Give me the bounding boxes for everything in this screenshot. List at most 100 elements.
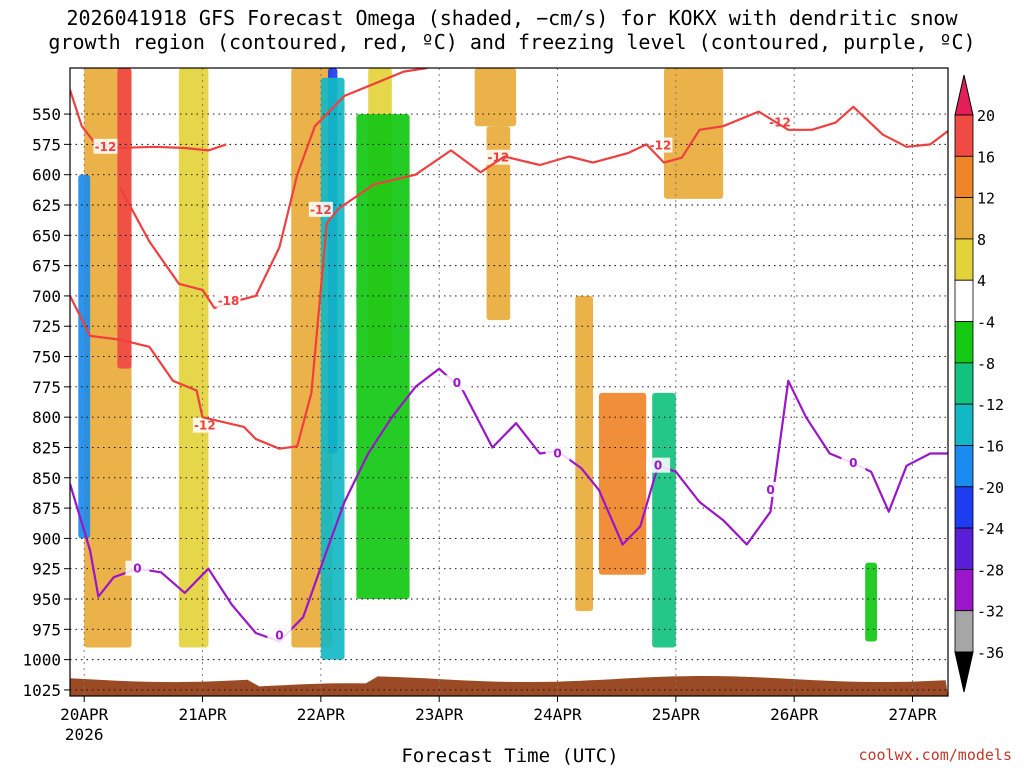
contour-label-bg-0-4: [767, 114, 792, 130]
y-tick-label-650: 650: [32, 226, 61, 245]
contour-label-3-5: 0: [766, 483, 774, 497]
omega-band-15: [865, 562, 878, 642]
contour-line-0: [70, 89, 227, 152]
y-tick-label-600: 600: [32, 166, 61, 185]
x-tick-label-24APR: 24APR: [533, 705, 582, 724]
y-tick-label-575: 575: [32, 135, 61, 154]
colorbar-segment-7: [954, 403, 974, 446]
contour-label-0-4: -12: [769, 116, 791, 130]
colorbar-segment-2: [954, 197, 974, 240]
contour-label-bg-3-4: [646, 457, 671, 473]
colorbar-label-6: -8: [977, 355, 995, 373]
x-tick-label-23APR: 23APR: [415, 705, 464, 724]
omega-shading: [78, 68, 878, 660]
contour-label-3-1: 0: [275, 628, 283, 642]
y-tick-label-925: 925: [32, 560, 61, 579]
colorbar-label-1: 16: [977, 148, 995, 166]
colorbar: 20 16 12 8 4 -4 -8 -12 -16 -20 -24 -28 -32 -36: [954, 74, 1004, 693]
colorbar-segment-1: [954, 155, 974, 199]
contour-label-bg-0-3: [648, 137, 673, 153]
y-tick-label-850: 850: [32, 469, 61, 488]
colorbar-segment-6: [954, 362, 974, 405]
contour-label-3-6: 0: [849, 456, 857, 470]
contour-label-0-3: -12: [650, 139, 672, 153]
title-line-2: growth region (contoured, red, ºC) and f…: [48, 30, 976, 54]
grid: [70, 68, 948, 696]
omega-band-13: [356, 114, 410, 600]
colorbar-segment-10: [954, 527, 974, 570]
plot-frame: [69, 67, 949, 697]
colorbar-label-0: 20: [977, 107, 995, 125]
y-tick-label-550: 550: [32, 105, 61, 124]
colorbar-segment-3: [954, 238, 974, 281]
omega-band-14: [652, 392, 676, 648]
colorbar-segment-11: [954, 568, 974, 612]
contour-label-bg-0-1: [192, 417, 217, 433]
colorbar-label-2: 12: [977, 190, 995, 208]
colorbar-segment-9: [954, 486, 974, 529]
y-tick-label-675: 675: [32, 257, 61, 276]
colorbar-label-11: -28: [977, 561, 1004, 579]
omega-band-9: [664, 68, 724, 199]
y-tick-label-750: 750: [32, 348, 61, 367]
y-tick-label-1000: 1000: [22, 651, 61, 670]
contour-label-bg-0-0: [93, 138, 118, 154]
title-line-1: 2026041918 GFS Forecast Omega (shaded, −…: [66, 6, 958, 30]
contour-label-bg-2-0: [216, 292, 241, 308]
contour-label-0-1: -12: [194, 419, 216, 433]
contour-label-0-0: -12: [95, 140, 117, 154]
colorbar-label-7: -12: [977, 396, 1004, 414]
omega-band-1: [117, 68, 132, 369]
y-tick-label-825: 825: [32, 438, 61, 457]
contour-label-3-0: 0: [133, 562, 141, 576]
contour-line-2: [118, 68, 428, 310]
y-tick-label-875: 875: [32, 499, 61, 518]
omega-band-6: [486, 126, 511, 321]
colorbar-segment-8: [954, 445, 974, 488]
x-axis: 20APR 21APR 22APR 23APR 24APR 25APR 26APR 27APR…: [60, 696, 937, 744]
colorbar-extend-top: [954, 74, 974, 116]
colorbar-label-12: -32: [977, 603, 1004, 621]
plot-area: -12 -12 -12 -12 -12 -12 -18 0 0 0 0 0 0 0: [70, 68, 948, 696]
contour-label-bg-3-3: [545, 445, 570, 461]
x-tick-label-20APR: 20APR: [60, 705, 109, 724]
contour-label-3-3: 0: [553, 447, 561, 461]
x-tick-label-22APR: 22APR: [297, 705, 346, 724]
contour-label-3-4: 0: [654, 459, 662, 473]
y-tick-label-950: 950: [32, 590, 61, 609]
y-tick-label-800: 800: [32, 408, 61, 427]
x-tick-label-26APR: 26APR: [770, 705, 819, 724]
contour-label-bg-3-6: [841, 455, 866, 471]
chart-title: 2026041918 GFS Forecast Omega (shaded, −…: [0, 6, 1024, 54]
y-tick-label-725: 725: [32, 317, 61, 336]
colorbar-label-10: -24: [977, 520, 1004, 538]
colorbar-segment-12: [954, 610, 974, 653]
y-tick-label-775: 775: [32, 378, 61, 397]
y-tick-label-975: 975: [32, 620, 61, 639]
colorbar-segment-0: [954, 114, 974, 157]
y-tick-label-625: 625: [32, 196, 61, 215]
contour-label-bg-3-1: [267, 627, 292, 643]
contour-label-bg-3-5: [758, 481, 783, 497]
colorbar-label-9: -20: [977, 479, 1004, 497]
credit-text: coolwx.com/models: [858, 746, 1012, 764]
contour-label-2-0: -18: [218, 294, 240, 308]
x-tick-label-21APR: 21APR: [178, 705, 227, 724]
x-tick-label-25APR: 25APR: [652, 705, 701, 724]
colorbar-label-8: -16: [977, 437, 1004, 455]
terrain: [70, 676, 948, 696]
contour-label-3-2: 0: [453, 376, 461, 390]
contour-label-bg-0-5: [308, 201, 333, 217]
x-axis-label: Forecast Time (UTC): [401, 745, 619, 767]
colorbar-label-3: 8: [977, 231, 986, 249]
y-tick-label-1025: 1025: [22, 681, 61, 700]
contour-label-bg-3-2: [444, 375, 469, 391]
omega-band-7: [575, 295, 594, 612]
y-axis: 550 575 600 625 650 675 700 725 750 775 800 825 850 8…: [22, 105, 70, 700]
colorbar-segment-4: [954, 279, 974, 322]
y-tick-label-700: 700: [32, 287, 61, 306]
contour-label-0-5: -12: [310, 203, 332, 217]
colorbar-label-13: -36: [977, 644, 1004, 662]
colorbar-label-4: 4: [977, 272, 986, 290]
colorbar-extend-bottom: [954, 651, 974, 693]
